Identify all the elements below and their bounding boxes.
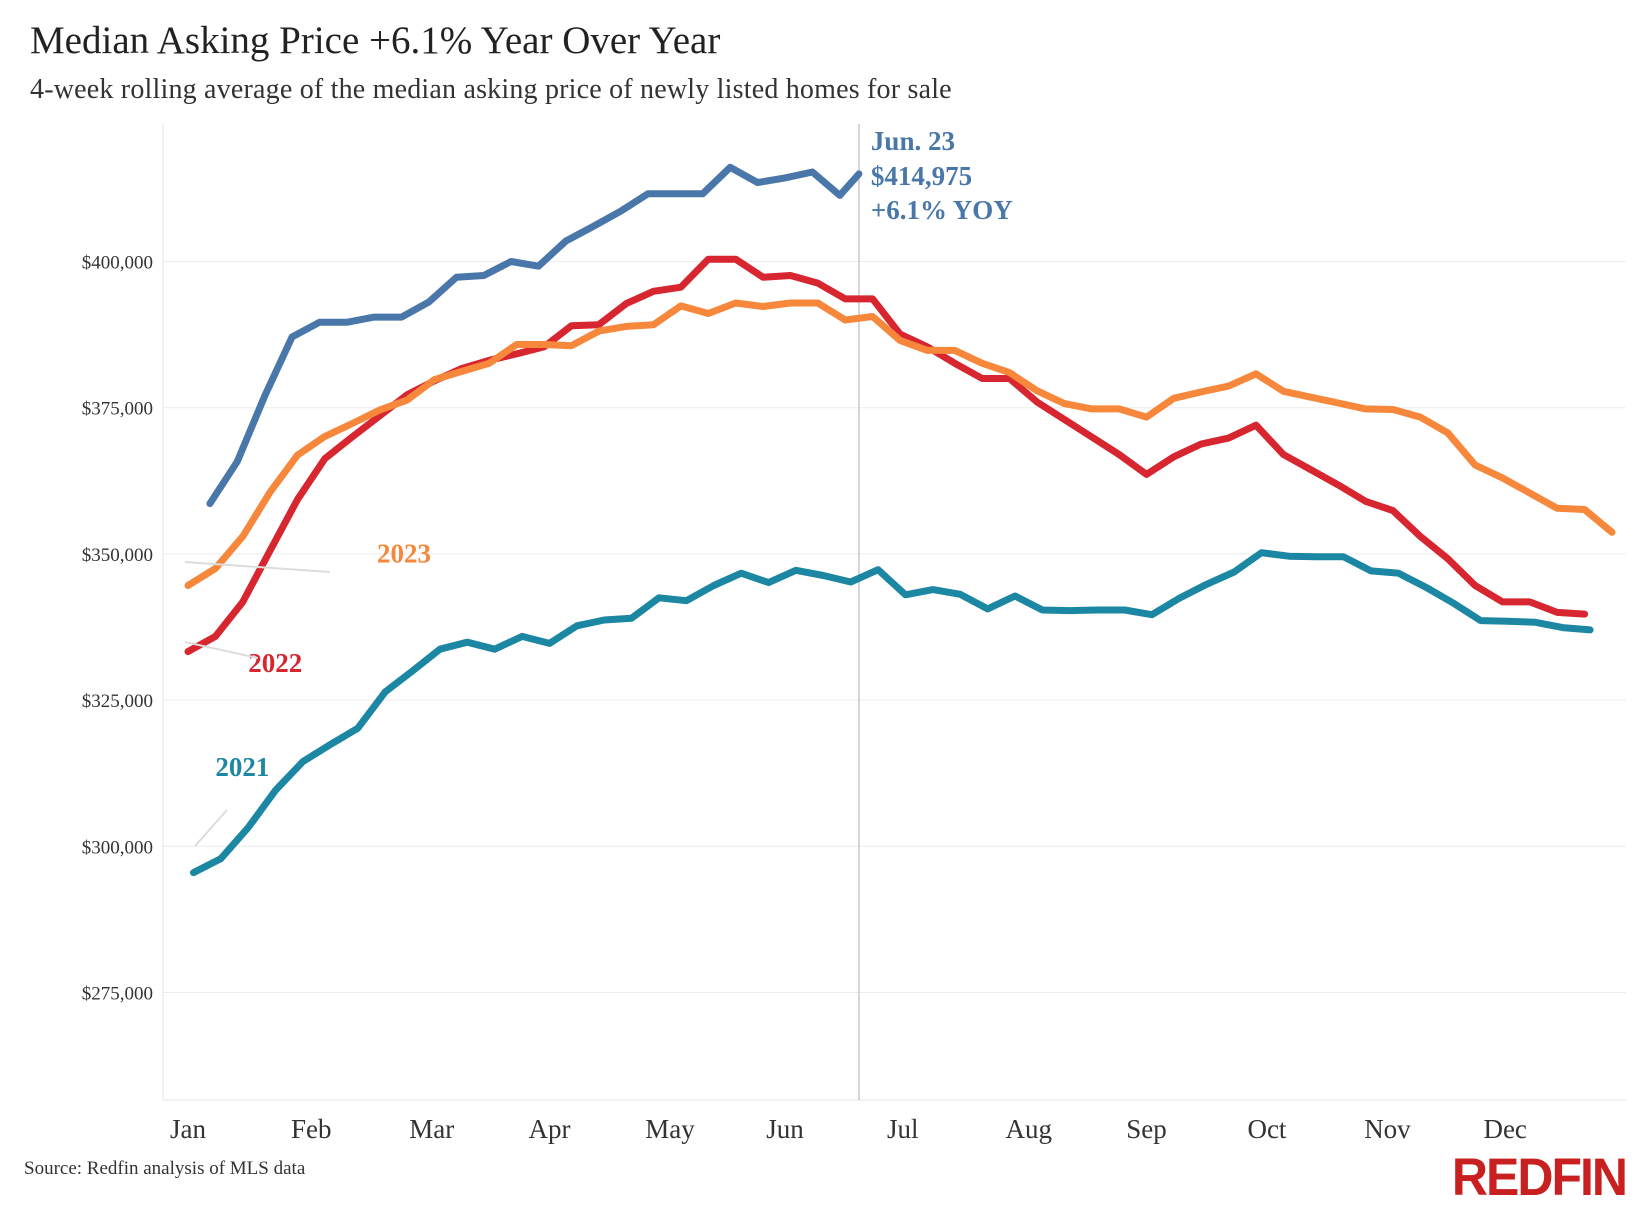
label-leader-line: [194, 809, 228, 847]
x-tick-label: Feb: [291, 1114, 332, 1144]
annotation-yoy: +6.1% YOY: [871, 195, 1013, 225]
x-tick-label: May: [645, 1114, 695, 1144]
series-label-2021: 2021: [215, 752, 269, 782]
y-tick-label: $325,000: [82, 691, 153, 712]
chart-title: Median Asking Price +6.1% Year Over Year: [30, 19, 721, 62]
label-leader-line: [184, 561, 331, 573]
x-tick-label: Mar: [409, 1114, 454, 1144]
x-tick-label: Aug: [1005, 1114, 1052, 1144]
x-tick-label: Oct: [1247, 1114, 1286, 1144]
series-line-2023: [184, 299, 1616, 589]
chart-subtitle: 4-week rolling average of the median ask…: [30, 74, 952, 105]
series-label-2023: 2023: [377, 539, 431, 569]
y-tick-label: $400,000: [82, 253, 153, 274]
series-label-2022: 2022: [248, 648, 302, 678]
series-lines: [184, 163, 1616, 877]
redfin-logo: REDFIN: [1451, 1147, 1628, 1207]
x-tick-label: Sep: [1126, 1114, 1167, 1144]
x-tick-label: Dec: [1483, 1114, 1526, 1144]
y-tick-label: $350,000: [82, 545, 153, 566]
x-tick-label: Apr: [528, 1114, 570, 1144]
series-labels: 2021 2022 2023: [184, 539, 431, 847]
label-leader-line: [184, 641, 259, 659]
annotation-price: $414,975: [871, 161, 972, 191]
source-note: Source: Redfin analysis of MLS data: [24, 1158, 306, 1179]
y-axis-ticks: $400,000 $375,000 $350,000 $325,000 $300,000…: [82, 253, 153, 1005]
x-tick-label: Nov: [1364, 1114, 1411, 1144]
x-tick-label: Jul: [887, 1114, 919, 1144]
y-tick-label: $375,000: [82, 399, 153, 420]
series-line-2024: [206, 163, 863, 508]
gridlines: [163, 261, 1626, 993]
x-tick-label: Jun: [766, 1114, 804, 1144]
series-line-2021: [190, 549, 1594, 877]
annotation-date: Jun. 23: [871, 126, 955, 156]
current-value-annotation: Jun. 23 $414,975 +6.1% YOY: [871, 126, 1013, 225]
x-axis-ticks: Jan Feb Mar Apr May Jun Jul Aug Sep Oct Nov Dec: [170, 1114, 1527, 1144]
y-tick-label: $275,000: [82, 984, 153, 1005]
x-tick-label: Jan: [170, 1114, 206, 1144]
y-tick-label: $300,000: [82, 837, 153, 858]
